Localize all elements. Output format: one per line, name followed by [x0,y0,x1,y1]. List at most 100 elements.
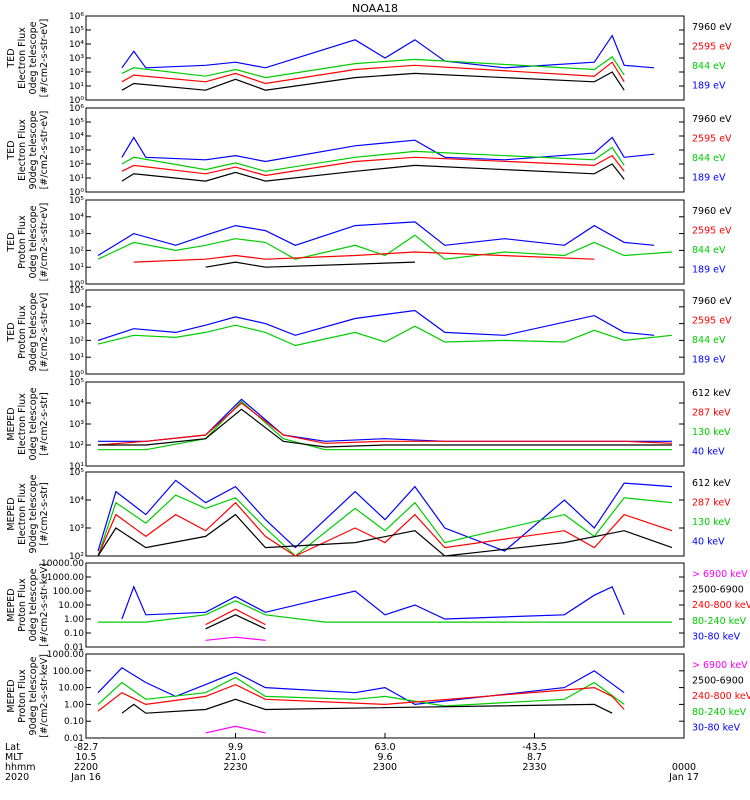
x-tick-label: Jan 17 [668,772,699,783]
series-844-ev [121,146,625,172]
y-axis-label: Proton Flux [17,305,28,359]
series-80-240-kev [98,600,672,623]
y-tick-label: 0.01 [64,643,84,653]
y-tick-label: 10³ [69,146,84,156]
y-axis-label: 0deg telescope [28,568,39,641]
y-axis-label: MEPED [6,679,17,712]
y-tick-label: 10⁰ [69,370,84,380]
x-tick-label: 8.7 [527,752,542,763]
y-tick-label: 10¹ [69,82,84,92]
x-row-label: hhmm [5,762,36,773]
panel-8: 0.01 0.10 1.00 10.00 100.00 1000.00 MEPED Proto… [6,650,750,744]
y-axis-label: Electron Flux [17,27,28,89]
y-tick-label: 10⁰ [69,188,84,198]
legend-entry: > 6900 keV [692,660,748,671]
series-40-kev [98,398,672,442]
legend-entry: 2595 eV [692,134,732,145]
legend-entry: 240-800 keV [692,691,750,702]
series-130-kev [97,494,673,557]
y-axis-label: [#/cm2-s-str] [39,392,50,455]
series-2595-ev [133,251,595,263]
y-axis-label: Electron Flux [17,119,28,181]
y-tick-label: 10² [69,68,84,78]
y-axis-label: Proton Flux [17,215,28,269]
series-40-kev [97,479,673,552]
y-tick-label: 10⁵ [69,468,84,478]
y-tick-label: 10000.00 [41,559,84,569]
x-tick-label: 2300 [373,762,397,773]
y-tick-label: 10⁴ [69,303,84,313]
y-tick-label: 1.00 [64,700,84,710]
series-287-kev [97,402,673,446]
x-tick-label: 63.0 [374,742,395,753]
y-tick-label: 10³ [69,54,84,64]
legend-entry: 2595 eV [692,226,732,237]
series-844-ev [97,324,673,347]
series-287-kev [97,501,673,557]
y-tick-label: 10³ [69,420,84,430]
y-axis-label: MEPED [6,407,17,440]
y-tick-label: 10⁵ [69,378,84,388]
legend-entry: 130 keV [692,517,731,528]
y-tick-label: 100.00 [53,587,85,597]
series-2595-ev [121,154,625,177]
series-844-ev [121,56,625,79]
y-axis-label: [#/cm2-s-str] [39,482,50,545]
y-tick-label: 10² [69,246,84,256]
legend-entry: 40 keV [692,537,725,548]
y-axis-label: TED [6,140,17,160]
y-axis-label: 0deg telescope [28,21,39,94]
series-80-240-kev [97,676,625,707]
y-axis-label: 0deg telescope [28,205,39,278]
y-tick-label: 10¹ [69,353,84,363]
y-axis-label: [#/cm2-s-str-keV] [39,654,50,738]
legend-entry: 612 keV [692,478,731,489]
y-tick-label: 10⁴ [69,132,84,142]
y-tick-label: 1000.00 [47,573,84,583]
panel-5: 10¹ 10² 10³ 10⁴ 10⁵ MEPED Electron Flux 0deg te… [6,378,731,472]
y-axis-label: Proton Flux [17,578,28,632]
legend-entry: 844 eV [692,61,726,72]
y-tick-label: 10.00 [58,684,84,694]
x-tick-label: 2230 [223,762,247,773]
x-row-label: Lat [5,742,20,753]
y-tick-label: 10³ [69,230,84,240]
y-axis-label: Electron Flux [17,483,28,545]
legend-entry: 130 keV [692,427,731,438]
y-tick-label: 10¹ [69,174,84,184]
series-240-800-kev [205,608,266,626]
series-130-kev [98,400,672,451]
y-tick-label: 10⁵ [69,196,84,206]
y-axis-label: 90deg telescope [28,292,39,371]
y-tick-label: 10⁵ [69,286,84,296]
panel-frame [85,199,685,285]
y-axis-label: MEPED [6,497,17,530]
panel-frame [85,381,685,467]
legend-entry: 2595 eV [692,316,732,327]
legend-entry: 7960 eV [692,296,732,307]
legend-entry: 612 keV [692,388,731,399]
y-tick-label: 10.00 [58,601,84,611]
series-612-kev [98,408,672,448]
panel-frame [85,107,685,193]
y-axis-label: TED [6,48,17,68]
legend-entry: 287 keV [692,498,731,509]
series--6900-kev [205,725,266,734]
x-row-label: MLT [5,752,23,763]
legend-entry: 189 eV [692,173,726,184]
y-axis-label: MEPED [6,588,17,621]
y-tick-label: 10⁴ [69,399,84,409]
y-axis-label: [#/cm2-s-str-eV] [39,203,50,282]
legend-entry: 2500-6900 [692,585,744,596]
series-189-ev [121,136,655,163]
y-tick-label: 10⁴ [69,496,84,506]
series-844-ev [97,234,673,260]
series-240-800-kev [97,683,625,712]
y-axis-label: 90deg telescope [28,656,39,735]
legend-entry: 844 eV [692,335,726,346]
series-2595-ev [121,61,625,85]
y-tick-label: 10⁴ [69,40,84,50]
legend-entry: > 6900 keV [692,569,748,580]
legend-entry: 189 eV [692,81,726,92]
